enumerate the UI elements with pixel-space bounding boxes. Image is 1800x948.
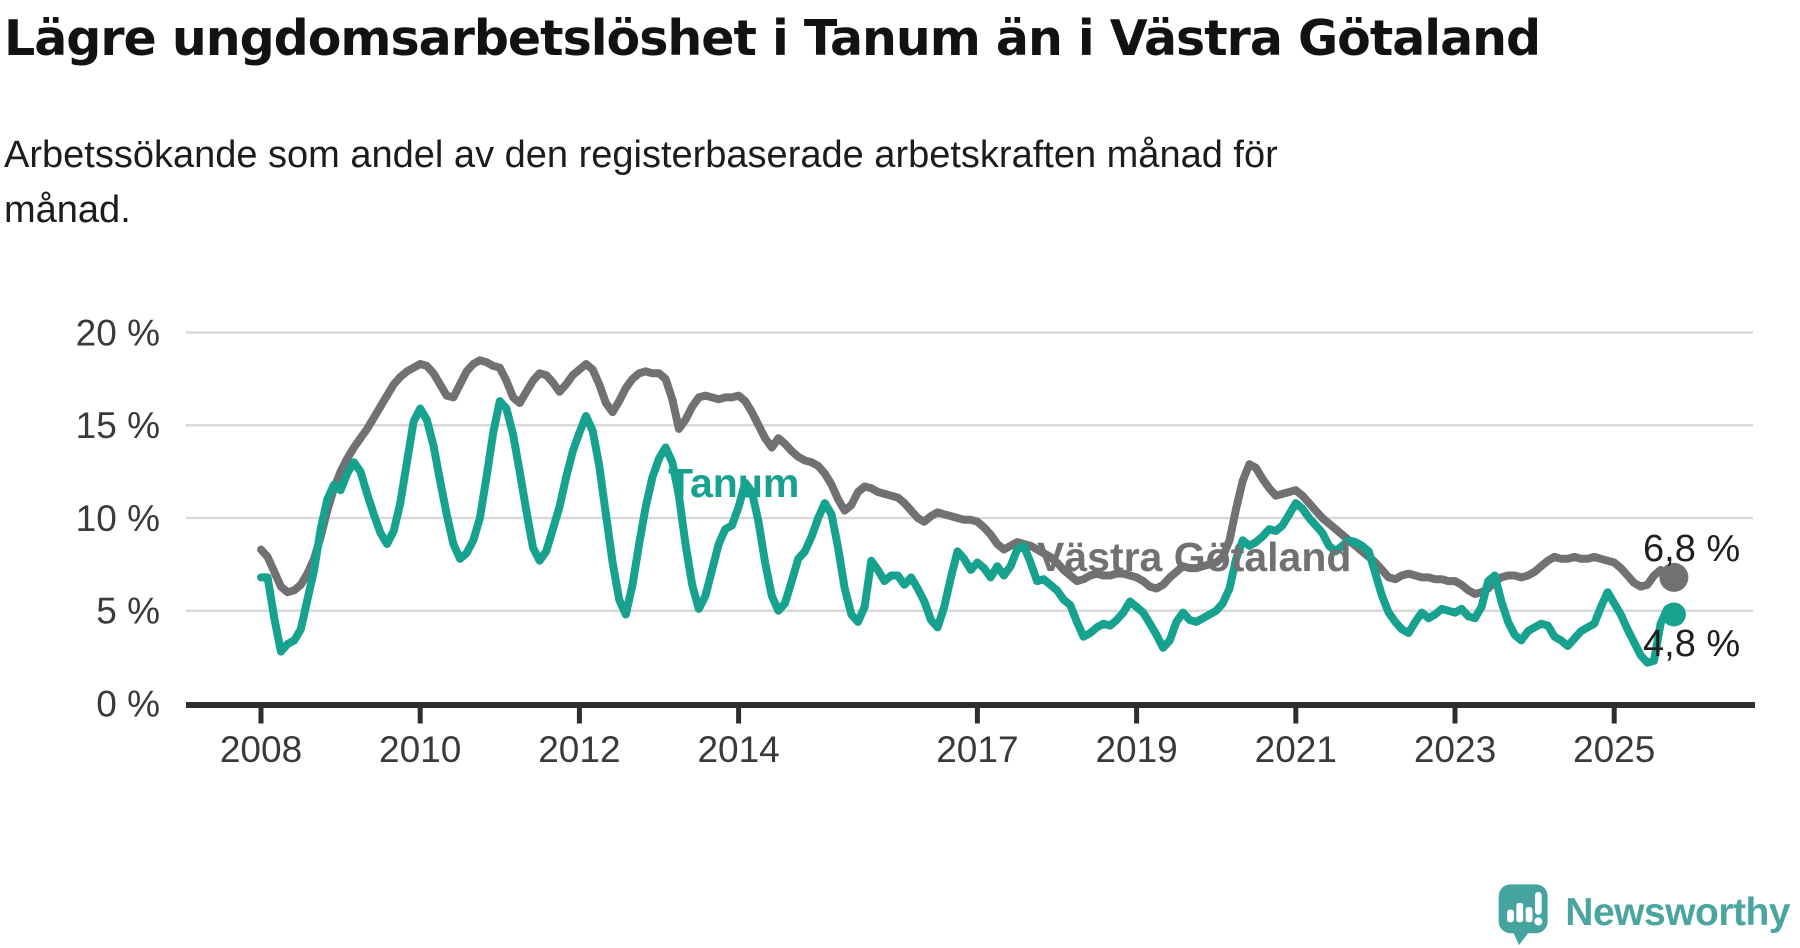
x-axis-label-2025: 2025: [1573, 729, 1655, 770]
y-axis-label-10: 10 %: [76, 498, 160, 539]
x-axis-label-2010: 2010: [379, 729, 461, 770]
chart-subtitle-line1: Arbetssökande som andel av den registerb…: [4, 134, 1278, 176]
tanum-end-value-label: 4,8 %: [1643, 623, 1740, 665]
y-axis-label-0: 0 %: [96, 684, 160, 725]
x-axis-label-2023: 2023: [1414, 729, 1496, 770]
x-axis-label-2019: 2019: [1095, 729, 1177, 770]
y-axis-label-15: 15 %: [76, 405, 160, 446]
tanum-series-label: Tanum: [668, 460, 799, 506]
x-axis-label-2014: 2014: [697, 729, 779, 770]
newsworthy-wordmark: Newsworthy: [1565, 891, 1790, 934]
newsworthy-speech-bubble-bar-chart-icon: [1498, 884, 1548, 946]
x-axis-label-2008: 2008: [220, 729, 302, 770]
tanum-end-dot: [1661, 602, 1686, 627]
y-axis-label-5: 5 %: [96, 591, 160, 632]
tanum-line: [257, 397, 1678, 667]
y-axis-label-20: 20 %: [76, 312, 160, 353]
x-axis-label-2021: 2021: [1255, 729, 1337, 770]
vastra-gotaland-end-value-label: 6,8 %: [1643, 528, 1740, 570]
chart-subtitle: Arbetssökande som andel av den registerb…: [4, 128, 1604, 238]
chart-title: Lägre ungdomsarbetslöshet i Tanum än i V…: [4, 10, 1541, 67]
chart-subtitle-line2: månad.: [4, 189, 131, 231]
v-stra-g-taland-line: [257, 356, 1678, 598]
x-axis-label-2017: 2017: [936, 729, 1018, 770]
vastra-gotaland-series-label: Västra Götaland: [1037, 534, 1351, 580]
newsworthy-logo: Newsworthy: [1497, 878, 1790, 948]
v-stra-g-taland-end-dot: [1659, 562, 1689, 592]
x-axis-label-2012: 2012: [538, 729, 620, 770]
